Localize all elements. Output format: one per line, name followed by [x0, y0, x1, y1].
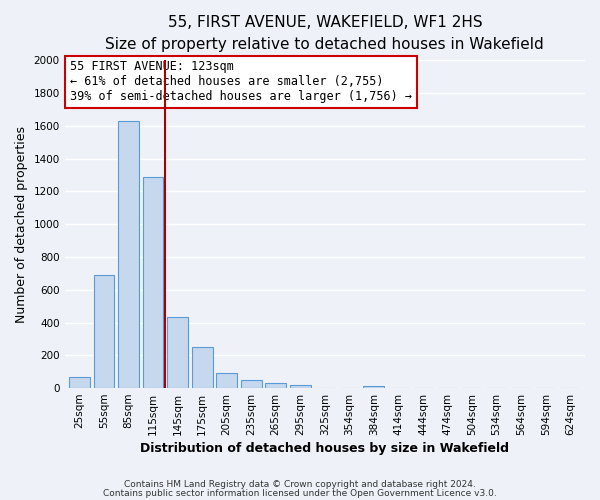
- Bar: [364, 386, 385, 388]
- Text: Contains HM Land Registry data © Crown copyright and database right 2024.: Contains HM Land Registry data © Crown c…: [124, 480, 476, 489]
- Bar: [241, 380, 262, 388]
- Bar: [216, 374, 237, 388]
- Bar: [265, 383, 286, 388]
- Bar: [167, 317, 188, 388]
- Bar: [191, 347, 212, 388]
- Bar: [69, 378, 90, 388]
- Text: Contains public sector information licensed under the Open Government Licence v3: Contains public sector information licen…: [103, 488, 497, 498]
- Bar: [118, 121, 139, 388]
- Bar: [94, 275, 115, 388]
- Bar: [290, 385, 311, 388]
- Y-axis label: Number of detached properties: Number of detached properties: [15, 126, 28, 322]
- Title: 55, FIRST AVENUE, WAKEFIELD, WF1 2HS
Size of property relative to detached house: 55, FIRST AVENUE, WAKEFIELD, WF1 2HS Siz…: [106, 15, 544, 52]
- Bar: [143, 178, 163, 388]
- X-axis label: Distribution of detached houses by size in Wakefield: Distribution of detached houses by size …: [140, 442, 509, 455]
- Text: 55 FIRST AVENUE: 123sqm
← 61% of detached houses are smaller (2,755)
39% of semi: 55 FIRST AVENUE: 123sqm ← 61% of detache…: [70, 60, 412, 104]
